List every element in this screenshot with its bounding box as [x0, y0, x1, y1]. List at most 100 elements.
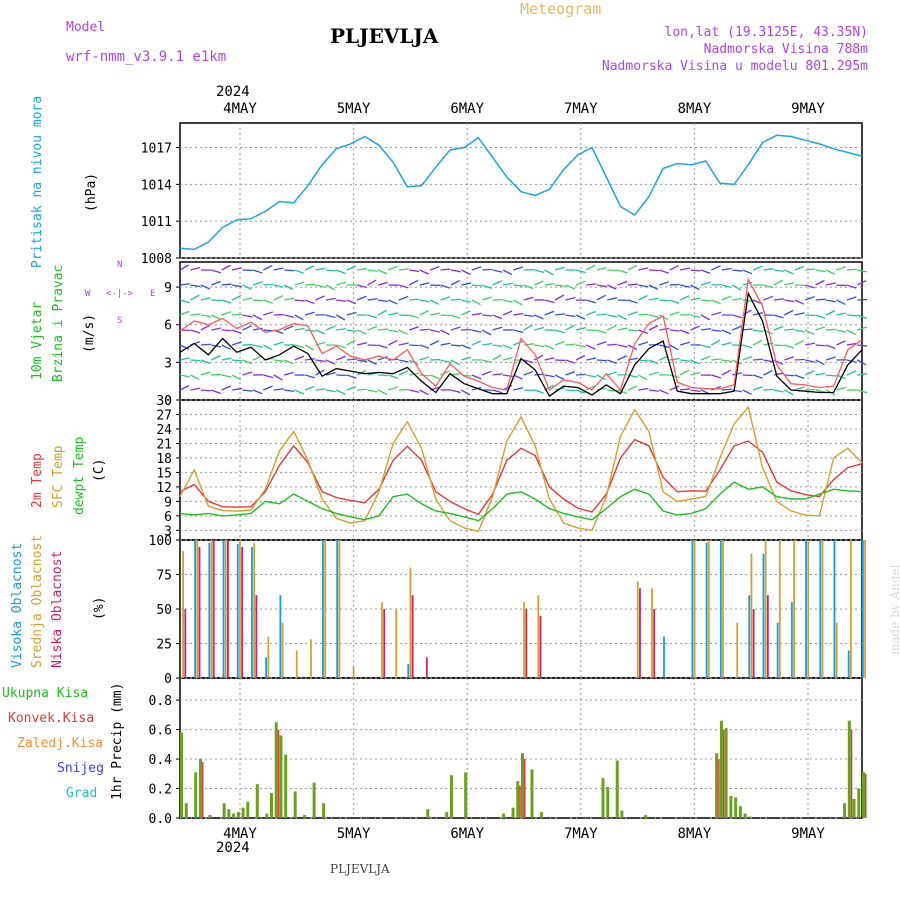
- wind-arrow-520: [773, 372, 784, 376]
- wind-arrow-525: [784, 309, 794, 316]
- wind-arrow-409: [648, 325, 659, 331]
- wind-arrow-17: [190, 387, 201, 391]
- wind-arrow-68: [252, 344, 263, 348]
- wind-arrow-177: [377, 356, 388, 361]
- wind-arrow-45: [231, 267, 242, 271]
- wind-arrow-375: [606, 359, 617, 364]
- wind-arrow-71: [252, 389, 263, 395]
- temp-ticklabel-5: 18: [156, 452, 172, 467]
- wind-arrow-424: [669, 283, 680, 286]
- wind-arrow-175: [377, 328, 388, 331]
- wind-arrow-565: [825, 374, 837, 377]
- cloud-bar-2-17: [425, 657, 428, 678]
- wind-arrow-118: [315, 284, 326, 288]
- cloud-bar-0-5: [251, 546, 253, 678]
- wind-arrow-325: [555, 284, 566, 287]
- wind-arrow-477: [732, 269, 743, 272]
- wind-arrow-440: [680, 388, 691, 391]
- cloud-bar-1-47: [849, 540, 852, 678]
- wind-arrow-98: [284, 389, 295, 393]
- wind-arrow-25: [200, 371, 211, 376]
- cloud-bar-1-15: [395, 609, 398, 678]
- wind-arrow-474: [721, 359, 732, 363]
- wind-arrow-264: [482, 314, 493, 317]
- xtick-bottom-1: 5MAY: [337, 826, 371, 842]
- wind-arrow-318: [544, 310, 555, 316]
- wind-arrow-298: [523, 284, 534, 290]
- precip-bar-37: [719, 720, 723, 818]
- model-altitude-label: Nadmorska Visina u modelu 801.295m: [601, 59, 868, 74]
- wind-arrow-245: [461, 299, 472, 303]
- wind-arrow-408: [648, 314, 659, 318]
- wind-arrow-406: [648, 284, 659, 290]
- legend-conv-precip: Konvek.Kisa: [8, 711, 95, 726]
- cloud-bar-1-2: [210, 540, 213, 678]
- wind-arrow-345: [575, 314, 586, 320]
- wind-arrow-378: [617, 269, 628, 274]
- precip-bar-19: [312, 782, 316, 818]
- wind-arrow-100: [294, 281, 305, 286]
- wind-arrow-0: [179, 264, 189, 271]
- wind-arrow-411: [648, 359, 659, 365]
- wind-arrow-550: [815, 279, 825, 286]
- wind-arrow-240: [450, 359, 461, 366]
- wind-arrow-296: [513, 387, 524, 391]
- wind-arrow-60: [242, 359, 253, 365]
- panel-frame-2: [179, 399, 863, 541]
- wind-arrow-83: [273, 295, 284, 301]
- precip-bar-42: [743, 813, 747, 818]
- legend-frz-precip: Zaledj.Kisa: [17, 736, 104, 751]
- precip-conv-bar-45: [850, 729, 853, 818]
- wind-arrow-93: [284, 314, 295, 318]
- wind-arrow-57: [242, 314, 253, 318]
- cloud-bar-2-24: [525, 609, 528, 678]
- cloud-bar-0-6: [265, 657, 268, 678]
- wind-arrow-154: [356, 284, 367, 289]
- wind-arrow-578: [846, 296, 857, 301]
- precip-bar-40: [734, 797, 738, 818]
- wind-arrow-321: [544, 357, 555, 361]
- wind-arrow-349: [575, 373, 586, 376]
- wind-arrow-590: [857, 344, 868, 347]
- wind-arrow-342: [575, 269, 586, 274]
- cloud-bar-1-44: [807, 540, 810, 678]
- wind-arrow-577: [846, 284, 857, 289]
- wind-arrow-413: [648, 389, 659, 392]
- precip-bar-41: [738, 806, 742, 818]
- cloud-bar-1-14: [381, 602, 383, 678]
- wind-arrow-513: [773, 269, 784, 273]
- wind-arrow-261: [482, 268, 493, 271]
- wind-arrow-592: [857, 372, 868, 376]
- wind-arrow-204: [408, 359, 419, 366]
- wind-arrow-257: [471, 340, 482, 346]
- wind-arrow-498: [752, 311, 763, 316]
- wind-arrow-173: [377, 299, 388, 303]
- cloud-bar-0-40: [748, 595, 751, 678]
- wind-arrow-538: [794, 374, 805, 379]
- wind-arrow-452: [700, 299, 711, 302]
- precip-bar-20: [322, 803, 326, 818]
- wind-arrow-363: [596, 313, 607, 316]
- cloud-bar-2-5: [255, 595, 258, 678]
- wind-arrow-352: [586, 283, 597, 286]
- wind-arrow-262: [481, 284, 492, 289]
- wind-arrow-139: [336, 328, 347, 331]
- wind-arrow-119: [315, 295, 325, 301]
- wind-arrow-89: [273, 388, 284, 391]
- cloud-bar-2-4: [241, 546, 244, 678]
- compass-n: N: [117, 260, 123, 270]
- precip-bar-8: [236, 812, 240, 818]
- wind-arrow-534: [794, 312, 805, 316]
- cloud-bar-2-40: [752, 609, 755, 678]
- wind-arrow-331: [554, 374, 565, 380]
- cloud-bar-1-8: [295, 650, 298, 678]
- wind-arrow-268: [481, 370, 492, 376]
- cloud-bar-1-43: [793, 540, 795, 678]
- cloud-bar-0-38: [719, 540, 722, 678]
- cloud-bar-0-37: [705, 542, 708, 678]
- wind-arrow-553: [815, 326, 826, 331]
- wind-arrow-207: [419, 269, 430, 275]
- precip-bar-46: [852, 798, 856, 818]
- wind-arrow-232: [440, 370, 450, 376]
